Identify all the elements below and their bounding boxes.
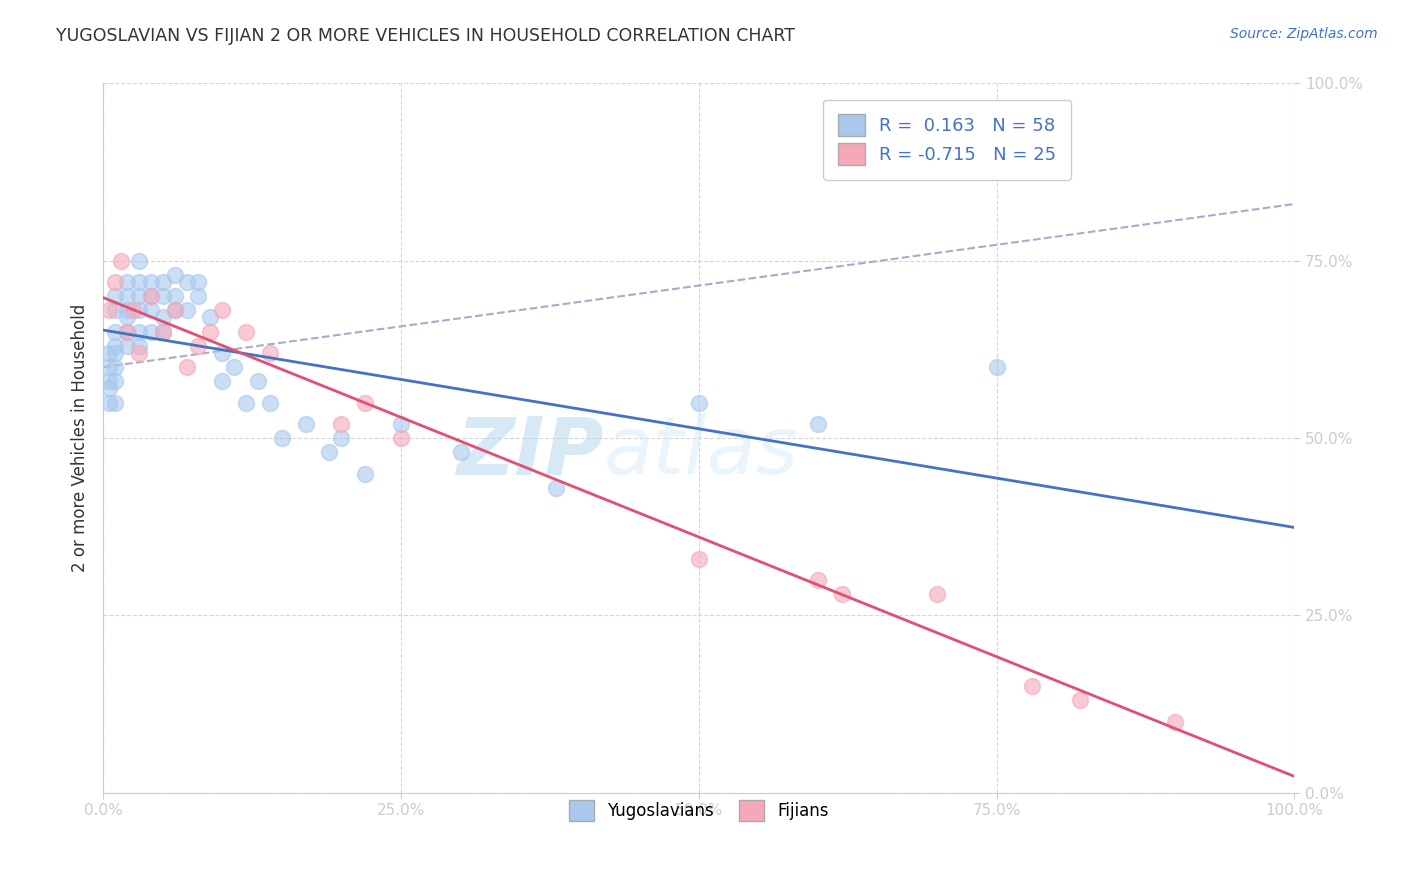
Point xyxy=(176,303,198,318)
Point xyxy=(128,289,150,303)
Point xyxy=(688,551,710,566)
Point xyxy=(235,395,257,409)
Point xyxy=(110,253,132,268)
Point xyxy=(354,467,377,481)
Point xyxy=(115,325,138,339)
Point xyxy=(330,417,353,431)
Point xyxy=(259,395,281,409)
Point xyxy=(688,395,710,409)
Point xyxy=(330,431,353,445)
Point xyxy=(807,573,830,587)
Point xyxy=(187,339,209,353)
Point xyxy=(152,325,174,339)
Point xyxy=(115,325,138,339)
Point xyxy=(354,395,377,409)
Point xyxy=(200,325,222,339)
Point xyxy=(122,303,145,318)
Point xyxy=(294,417,316,431)
Point xyxy=(986,360,1008,375)
Point xyxy=(1164,714,1187,729)
Point xyxy=(128,303,150,318)
Point xyxy=(163,289,186,303)
Point xyxy=(104,303,127,318)
Point xyxy=(152,289,174,303)
Text: ZIP: ZIP xyxy=(456,413,603,491)
Point xyxy=(98,381,121,395)
Point xyxy=(925,587,948,601)
Point xyxy=(128,253,150,268)
Point xyxy=(176,275,198,289)
Point xyxy=(115,310,138,325)
Point xyxy=(104,339,127,353)
Point xyxy=(152,275,174,289)
Point xyxy=(389,431,412,445)
Point xyxy=(176,360,198,375)
Point xyxy=(115,289,138,303)
Point xyxy=(211,374,233,388)
Point xyxy=(104,275,127,289)
Point xyxy=(163,268,186,282)
Point xyxy=(259,346,281,360)
Point xyxy=(139,303,162,318)
Point xyxy=(104,374,127,388)
Point xyxy=(187,289,209,303)
Point xyxy=(128,325,150,339)
Point xyxy=(139,325,162,339)
Point xyxy=(104,325,127,339)
Point xyxy=(128,346,150,360)
Point xyxy=(104,360,127,375)
Point xyxy=(104,395,127,409)
Point xyxy=(1021,679,1043,693)
Point xyxy=(235,325,257,339)
Text: Source: ZipAtlas.com: Source: ZipAtlas.com xyxy=(1230,27,1378,41)
Point xyxy=(128,339,150,353)
Point xyxy=(98,360,121,375)
Legend: Yugoslavians, Fijians: Yugoslavians, Fijians xyxy=(555,787,842,834)
Y-axis label: 2 or more Vehicles in Household: 2 or more Vehicles in Household xyxy=(72,304,89,572)
Point xyxy=(115,339,138,353)
Point xyxy=(807,417,830,431)
Point xyxy=(128,275,150,289)
Point xyxy=(98,346,121,360)
Point xyxy=(98,374,121,388)
Point xyxy=(115,275,138,289)
Point xyxy=(211,303,233,318)
Text: YUGOSLAVIAN VS FIJIAN 2 OR MORE VEHICLES IN HOUSEHOLD CORRELATION CHART: YUGOSLAVIAN VS FIJIAN 2 OR MORE VEHICLES… xyxy=(56,27,796,45)
Point xyxy=(115,303,138,318)
Point xyxy=(98,395,121,409)
Point xyxy=(187,275,209,289)
Text: atlas: atlas xyxy=(603,413,799,491)
Point xyxy=(139,289,162,303)
Point xyxy=(389,417,412,431)
Point xyxy=(163,303,186,318)
Point xyxy=(104,346,127,360)
Point xyxy=(98,303,121,318)
Point xyxy=(211,346,233,360)
Point xyxy=(152,325,174,339)
Point xyxy=(152,310,174,325)
Point xyxy=(318,445,340,459)
Point xyxy=(139,289,162,303)
Point xyxy=(544,481,567,495)
Point xyxy=(831,587,853,601)
Point xyxy=(270,431,292,445)
Point xyxy=(224,360,246,375)
Point xyxy=(104,289,127,303)
Point xyxy=(450,445,472,459)
Point xyxy=(139,275,162,289)
Point xyxy=(200,310,222,325)
Point xyxy=(163,303,186,318)
Point xyxy=(1069,693,1091,707)
Point xyxy=(247,374,270,388)
